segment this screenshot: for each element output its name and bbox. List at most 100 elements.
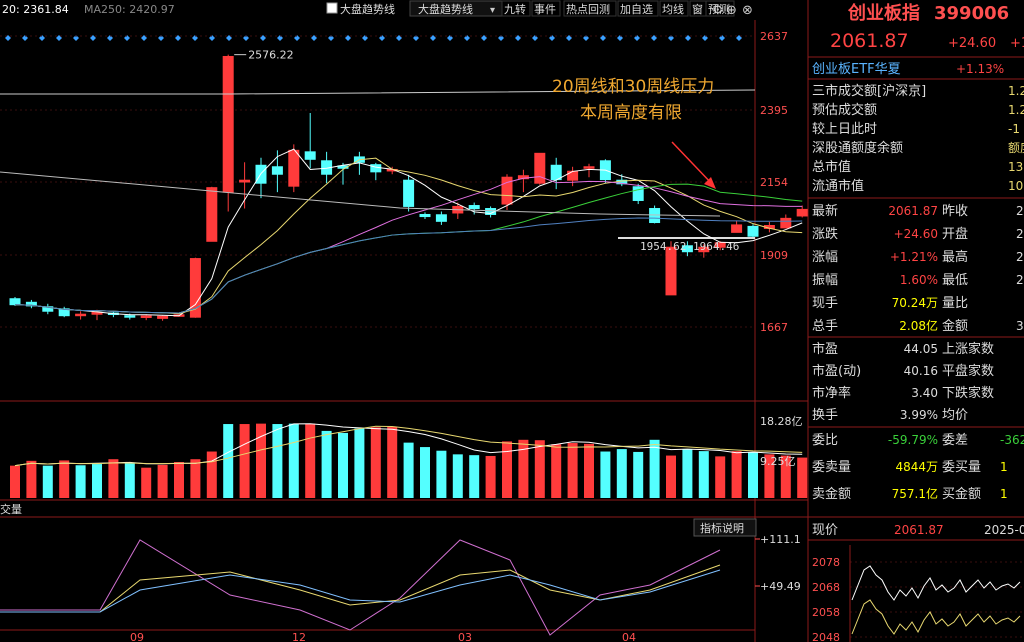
mini-chart-tick: 2058: [812, 606, 840, 619]
panel-frames: [0, 0, 809, 642]
candlestick-series: 2576.22 1954.62-1964.46: [9, 49, 808, 321]
mini-chart-tick: 2048: [812, 631, 840, 642]
event-diamond[interactable]: [498, 35, 504, 41]
candle-body: [206, 187, 218, 242]
stat-label-2: 开盘: [942, 226, 968, 242]
stat-label-2: 金额: [942, 318, 968, 334]
toolbar-button-bg[interactable]: [659, 0, 689, 17]
indicator-help-bg[interactable]: [693, 518, 757, 537]
toolbar-button-bg[interactable]: [501, 0, 531, 17]
candle: [665, 241, 677, 296]
stat-label-2: 均价: [942, 408, 968, 423]
order-label: 委卖量: [812, 460, 851, 475]
candle: [288, 144, 300, 193]
trend-checkbox-label[interactable]: 大盘趋势线: [340, 2, 395, 16]
ma250-label: MA250: 2420.97: [84, 3, 175, 16]
order-label: 卖金额: [812, 486, 851, 502]
price-tick-label: 2395: [760, 104, 788, 117]
candle-body: [91, 311, 103, 315]
event-diamond[interactable]: [158, 35, 164, 41]
toolbar-button-bg[interactable]: [617, 0, 659, 17]
stat-value-2: 2: [1016, 204, 1024, 218]
toolbar-button-5[interactable]: 窗: [689, 0, 707, 17]
mini-avg-line: [851, 599, 1021, 635]
toolbar-button-bg[interactable]: [563, 0, 617, 17]
stat-value-2: 3: [1016, 319, 1024, 333]
candle: [337, 162, 349, 185]
toolbar-button-3[interactable]: 加自选: [617, 0, 659, 17]
toolbar-button-2[interactable]: 热点回测: [563, 0, 617, 17]
trend-dropdown-value: 大盘趋势线: [418, 2, 473, 16]
volume-bar: [502, 441, 512, 498]
event-diamond[interactable]: [328, 35, 334, 41]
event-diamond[interactable]: [73, 35, 79, 41]
indicator-help-button[interactable]: 指标说明: [693, 518, 757, 537]
etf-name[interactable]: 创业板ETF华夏: [812, 62, 901, 77]
stat-label: 涨跌: [812, 226, 838, 242]
volume-bar: [600, 451, 611, 498]
volume-bar: [256, 423, 266, 498]
toolbar-button-4[interactable]: 均线: [659, 0, 689, 17]
candle: [747, 224, 759, 239]
toolbar-button-bg[interactable]: [531, 0, 561, 17]
volume-bar: [518, 439, 529, 498]
volume-bar: [174, 462, 184, 498]
candle: [796, 205, 808, 218]
toolbar-button-1[interactable]: 事件: [531, 0, 561, 17]
settings-icon[interactable]: ⚙: [712, 3, 724, 18]
volume-bar: [797, 457, 808, 498]
toolbar-button-label[interactable]: 事件: [534, 3, 556, 16]
ma-line-5: [14, 148, 803, 317]
toolbar-button-label[interactable]: 均线: [662, 2, 684, 16]
candle-body: [189, 258, 201, 318]
candle-body: [534, 152, 546, 184]
candle: [157, 315, 169, 321]
order-label-2: 委差: [942, 433, 968, 448]
stat-value-2: 2: [1016, 273, 1024, 287]
event-diamond[interactable]: [583, 35, 589, 41]
stat-label-2: 最高: [942, 249, 968, 265]
index-code: 399006: [934, 3, 1009, 24]
event-diamond[interactable]: [668, 35, 674, 41]
range-label: 1954.62-1964.46: [640, 240, 739, 253]
candle-body: [140, 315, 152, 318]
toolbar-button-label[interactable]: 九转: [504, 2, 526, 16]
toolbar-button-0[interactable]: 九转: [501, 0, 531, 17]
toolbar-button-label[interactable]: 加自选: [620, 3, 653, 16]
toolbar-button-6[interactable]: 预测: [705, 0, 735, 17]
volume-tick-label: 18.28亿: [760, 415, 803, 428]
stat-value: 2061.87: [888, 204, 938, 218]
candle-body: [747, 225, 759, 237]
volume-bar: [305, 423, 316, 498]
candle: [206, 186, 218, 242]
candle-body: [239, 179, 251, 183]
indicator-line-j: [0, 569, 721, 613]
order-value: 757.1亿: [892, 486, 938, 501]
indicator-panel: 指标说明 +111.1 +49.49 09 12 03 04: [0, 518, 801, 642]
volume-bar: [124, 462, 135, 498]
event-diamond[interactable]: [413, 35, 419, 41]
indicator-tick-label: +111.1: [760, 533, 801, 546]
toolbar-button-label[interactable]: 热点回测: [566, 3, 610, 16]
volume-bar: [42, 465, 53, 498]
toolbar-button-label[interactable]: 窗: [692, 2, 703, 16]
volume-bar: [272, 424, 283, 498]
toolbar-button-label[interactable]: 预测: [708, 3, 730, 16]
trend-checkbox[interactable]: [326, 2, 338, 14]
stat-label-2: 昨收: [942, 204, 968, 219]
zoom-in-icon[interactable]: ⊕: [726, 3, 737, 18]
volume-bar: [157, 464, 168, 498]
price-axis: 2637 2395 2154 1909 1667: [0, 30, 788, 334]
now-price-label: 现价: [812, 523, 838, 538]
ma-line-60: [14, 217, 803, 314]
event-diamond[interactable]: [243, 35, 249, 41]
toolbar-button-bg[interactable]: [705, 0, 735, 17]
order-value-2: 1: [1000, 460, 1008, 474]
candle-body: [58, 308, 70, 317]
indicator-help-label[interactable]: 指标说明: [700, 521, 744, 535]
candle-body: [567, 170, 579, 181]
stat-label-2: 量比: [942, 296, 968, 311]
close-icon[interactable]: ⊗: [742, 3, 753, 18]
candle-body: [731, 224, 743, 233]
